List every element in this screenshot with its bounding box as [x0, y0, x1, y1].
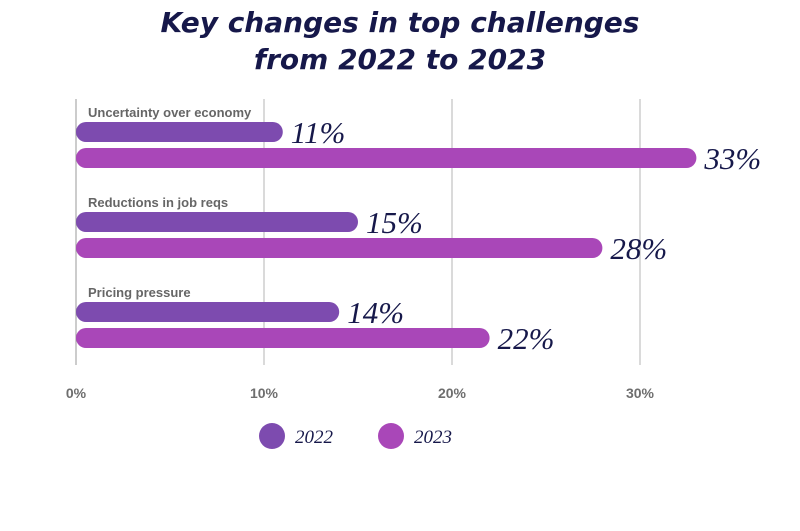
value-label: 22%	[498, 321, 555, 356]
legend-label: 2022	[295, 427, 334, 448]
bar	[76, 122, 283, 142]
x-tick-label: 20%	[438, 385, 467, 401]
category-label: Reductions in job reqs	[88, 195, 228, 210]
value-label: 11%	[291, 115, 346, 150]
chart-title: Key changes in top challenges from 2022 …	[0, 4, 800, 78]
legend-item: 2022	[259, 423, 334, 449]
legend-label: 2023	[414, 427, 452, 448]
bar	[76, 212, 358, 232]
x-tick-label: 10%	[250, 385, 279, 401]
title-line-2: from 2022 to 2023	[253, 43, 547, 76]
x-tick-label: 0%	[66, 385, 87, 401]
bar-groups: Uncertainty over economy 11% 33% Reductions…	[76, 105, 761, 356]
bar	[76, 238, 603, 258]
bar-group: Reductions in job reqs 15% 28%	[76, 195, 667, 266]
bar	[76, 148, 697, 168]
value-label: 28%	[610, 231, 667, 266]
category-label: Pricing pressure	[88, 285, 191, 300]
legend-item: 2023	[378, 423, 452, 449]
bar	[76, 302, 340, 322]
bar-group: Pricing pressure 14% 22%	[76, 285, 554, 356]
category-label: Uncertainty over economy	[88, 105, 252, 120]
bar-group: Uncertainty over economy 11% 33%	[76, 105, 761, 176]
value-label: 33%	[703, 141, 761, 176]
title-line-1: Key changes in top challenges	[160, 6, 640, 39]
value-label: 14%	[347, 295, 404, 330]
legend: 2022 2023	[259, 423, 452, 449]
legend-swatch	[378, 423, 404, 449]
legend-swatch	[259, 423, 285, 449]
x-axis-ticks: 0% 10% 20% 30%	[66, 385, 655, 401]
bar	[76, 328, 490, 348]
value-label: 15%	[366, 205, 423, 240]
x-tick-label: 30%	[626, 385, 655, 401]
